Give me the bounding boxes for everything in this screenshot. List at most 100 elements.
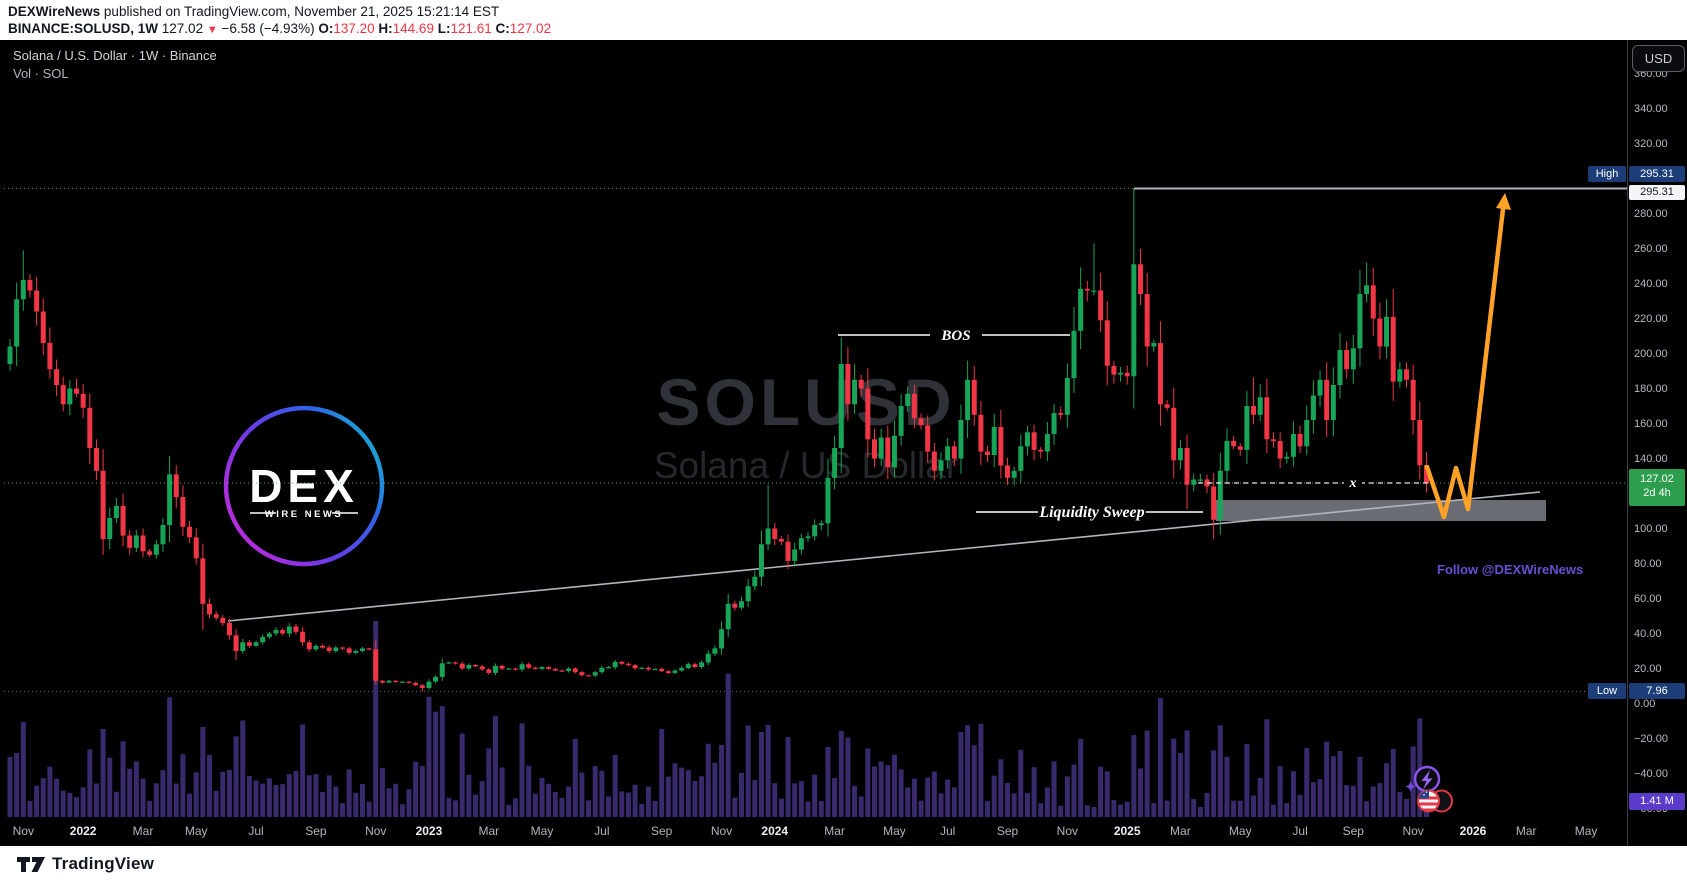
bar-countdown: 2d 4h [1643,487,1671,499]
low-label: L: [437,21,451,36]
footer-bar: TradingView [0,846,1687,882]
open-value: 137.20 [333,21,375,36]
price-tick: 40.00 [1634,628,1662,641]
price-change: −6.58 (−4.93%) [221,21,315,36]
x-label-backdrop [1344,474,1362,490]
price-tick: 0.00 [1634,698,1656,711]
open-label: O: [318,21,334,36]
price-tick: 280.00 [1634,208,1668,221]
time-tick-month: Jul [939,824,956,838]
time-tick-month: Nov [365,824,387,838]
time-tick-month: Sep [305,824,327,838]
dex-logo-word: DEX [249,460,359,512]
time-tick-year: 2022 [69,824,97,838]
low-value: 121.61 [450,21,492,36]
arrow-head [1496,193,1511,210]
liquidity-label: Liquidity Sweep [1038,504,1144,521]
ath-line-price-badge: 295.31 [1629,185,1685,200]
watermark-name: Solana / US Dollar [654,445,958,486]
tradingview-brand: TradingView [52,854,155,873]
last-price: 127.02 [161,21,204,36]
low-badge-value: 7.96 [1629,683,1685,699]
publish-header: DEXWireNews published on TradingView.com… [0,0,1687,40]
projection-arrow[interactable] [1424,193,1511,520]
price-tick: 160.00 [1634,418,1668,431]
time-tick-month: Jul [1292,824,1308,838]
high-value: 144.69 [392,21,434,36]
volume-layer [7,621,1429,817]
time-tick-month: Mar [824,824,845,838]
lightning-bolt-icon [1421,770,1433,790]
time-tick-year: 2026 [1459,824,1487,838]
time-tick-month: Nov [1402,824,1424,838]
price-tick: 260.00 [1634,243,1668,256]
follow-link[interactable]: Follow @DEXWireNews [1437,562,1584,577]
bos-label: BOS [940,328,970,344]
price-tick: 60.00 [1634,593,1662,606]
time-tick-month: Sep [1342,824,1364,838]
liquidity-sweep-annotation[interactable]: Liquidity Sweep [976,504,1203,521]
time-tick-month: Nov [12,824,34,838]
high-label: H: [378,21,393,36]
ascending-trendline[interactable] [227,491,1541,622]
price-tick: 20.00 [1634,663,1662,676]
author-name: DEXWireNews [8,4,101,19]
time-tick-month: Mar [1170,824,1191,838]
volume-value-badge: 1.41 M [1629,793,1685,810]
volume-indicator-label: Vol · SOL [13,66,69,81]
bos-annotation[interactable]: BOS [838,328,1070,344]
time-tick-year: 2023 [415,824,443,838]
high-badge-label: High [1588,166,1626,182]
time-tick-month: Mar [478,824,500,838]
time-tick-month: Jul [594,824,610,838]
last-price-badge-value: 127.02 [1640,473,1674,485]
publish-line: DEXWireNews published on TradingView.com… [8,4,499,19]
time-tick-month: Sep [996,824,1019,838]
price-tick: 240.00 [1634,278,1668,291]
price-tick: 100.00 [1634,523,1668,536]
demand-zone-box[interactable] [1216,500,1546,521]
chart-panel[interactable]: SOLUSD Solana / US Dollar DEX WIRE NEWS … [0,40,1687,846]
publish-info: published on TradingView.com, November 2… [100,4,500,19]
high-badge-value: 295.31 [1629,166,1685,182]
close-label: C: [495,21,510,36]
time-tick-month: Jul [248,824,264,838]
time-tick-month: May [1574,824,1598,838]
time-tick-month: Sep [651,824,673,838]
time-tick-month: May [184,824,208,838]
down-triangle-icon: ▼ [206,24,218,36]
time-tick-month: Mar [132,824,154,838]
currency-toggle-button[interactable]: USD [1632,45,1685,72]
price-tick: 220.00 [1634,313,1668,326]
x-marker-annotation[interactable]: x [1198,474,1428,491]
price-tick: 80.00 [1634,558,1662,571]
x-label: x [1349,476,1357,491]
time-axis[interactable]: Nov 2022 Mar May Jul Sep Nov 2023 Mar May Jul Sep No… [0,818,1627,846]
dex-wire-news-logo: DEX WIRE NEWS [223,405,385,567]
time-tick-month: Nov [710,824,733,838]
price-tick: −40.00 [1634,768,1668,781]
price-tick: 340.00 [1634,103,1668,116]
candles-layer [7,188,1429,692]
arrow-path [1424,206,1506,520]
tradingview-logo-icon [17,857,45,872]
time-tick-month: Nov [1056,824,1079,838]
price-axis[interactable]: 360.00 340.00 320.00 280.00 260.00 240.00 220.… [1627,40,1687,846]
time-tick-month: May [1228,824,1252,838]
chart-title: Solana / U.S. Dollar · 1W · Binance [13,48,217,63]
symbol-name: BINANCE:SOLUSD, 1W [8,21,159,36]
dex-logo-ring [223,405,385,567]
chart-canvas[interactable]: SOLUSD Solana / US Dollar DEX WIRE NEWS … [0,40,1687,846]
price-tick: 320.00 [1634,138,1668,151]
time-tick-month: Mar [1515,824,1537,838]
price-tick: 140.00 [1634,453,1668,466]
price-tick: 180.00 [1634,383,1668,396]
low-badge-label: Low [1588,683,1626,699]
symbol-line: BINANCE:SOLUSD, 1W 127.02 ▼ −6.58 (−4.93… [8,21,551,36]
watermark-symbol: SOLUSD [656,365,955,439]
tradingview-logo-link[interactable]: TradingView [16,853,154,875]
close-value: 127.02 [509,21,552,36]
time-tick-month: May [883,824,906,838]
chart-legend: Solana / U.S. Dollar · 1W · Binance Vol … [13,47,217,83]
usd-flag-icon [1417,789,1453,813]
